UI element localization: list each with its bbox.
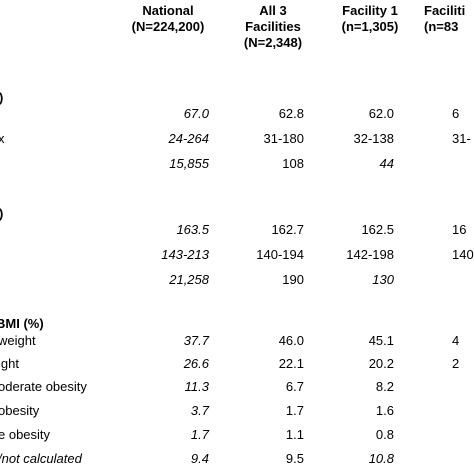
cell-fac2: 4 <box>452 333 460 348</box>
header-all3: All 3 Facilities (N=2,348) <box>228 3 318 51</box>
header-all3-line2: Facilities <box>245 19 301 34</box>
cell-all3: 62.8 <box>278 106 304 121</box>
row-label: obesity <box>0 403 40 418</box>
section-bmi-label: BMI (%) <box>0 316 44 331</box>
cell-fac1: 20.2 <box>368 356 394 371</box>
cell-fac2: 140 <box>452 247 474 262</box>
cell-fac1: 130 <box>372 272 394 287</box>
cell-all3: 1.1 <box>285 427 304 442</box>
header-facility1-line2: (n=1,305) <box>341 19 399 34</box>
cell-all3: 22.1 <box>278 356 304 371</box>
cell-fac2: 2 <box>452 356 460 371</box>
cell-fac1: 45.1 <box>368 333 394 348</box>
cell-all3: 108 <box>282 156 304 171</box>
cell-national: 9.4 <box>190 451 209 466</box>
cell-all3: 6.7 <box>285 379 304 394</box>
row-label: e obesity <box>0 427 51 442</box>
row-label: weight <box>0 333 36 348</box>
cell-national: 163.5 <box>176 222 209 237</box>
cell-fac2: 6 <box>452 106 460 121</box>
cell-national: 15,855 <box>169 156 209 171</box>
cell-fac1: 44 <box>379 156 394 171</box>
cell-all3: 1.7 <box>285 403 304 418</box>
cell-fac1: 142-198 <box>346 247 394 262</box>
cell-fac1: 0.8 <box>375 427 394 442</box>
cell-national: 11.3 <box>184 379 209 394</box>
cell-fac2: 16 <box>452 222 467 237</box>
cell-national: 21,258 <box>169 272 209 287</box>
header-national-line2: (N=224,200) <box>131 19 205 34</box>
cell-all3: 46.0 <box>278 333 304 348</box>
row-label: /not calculated <box>0 451 82 466</box>
row-label: ight <box>0 356 19 371</box>
cell-national: 143-213 <box>161 247 209 262</box>
cell-fac1: 62.0 <box>368 106 394 121</box>
row-label: x <box>0 131 5 146</box>
cell-all3: 162.7 <box>271 222 304 237</box>
row-label: oderate obesity <box>0 379 87 394</box>
cell-all3: 140-194 <box>256 247 304 262</box>
cell-national: 1.7 <box>190 427 209 442</box>
header-all3-line1: All 3 <box>259 3 287 18</box>
cell-national: 3.7 <box>190 403 209 418</box>
cell-fac1: 162.5 <box>361 222 394 237</box>
header-all3-line3: (N=2,348) <box>243 35 303 50</box>
cell-national: 24-264 <box>168 131 209 146</box>
header-national-line1: National <box>142 3 194 18</box>
cell-fac1: 10.8 <box>368 451 394 466</box>
header-national: National (N=224,200) <box>118 3 218 35</box>
cell-all3: 31-180 <box>263 131 304 146</box>
cell-fac2: 31- <box>452 131 471 146</box>
header-facility2-line1: Faciliti <box>424 3 466 18</box>
cell-fac1: 1.6 <box>375 403 394 418</box>
header-facility1: Facility 1 (n=1,305) <box>330 3 410 35</box>
section-height-label: ) <box>0 206 3 222</box>
cell-all3: 9.5 <box>285 451 304 466</box>
cell-fac1: 32-138 <box>353 131 394 146</box>
header-facility1-line1: Facility 1 <box>342 3 398 18</box>
cell-fac1: 8.2 <box>375 379 394 394</box>
header-facility2-line2: (n=83 <box>424 19 459 34</box>
header-facility2: Faciliti (n=83 <box>424 3 465 35</box>
cell-national: 26.6 <box>183 356 209 371</box>
cell-national: 37.7 <box>183 333 209 348</box>
section-weight-label: ) <box>0 90 3 106</box>
cell-national: 67.0 <box>183 106 209 121</box>
cell-all3: 190 <box>282 272 304 287</box>
